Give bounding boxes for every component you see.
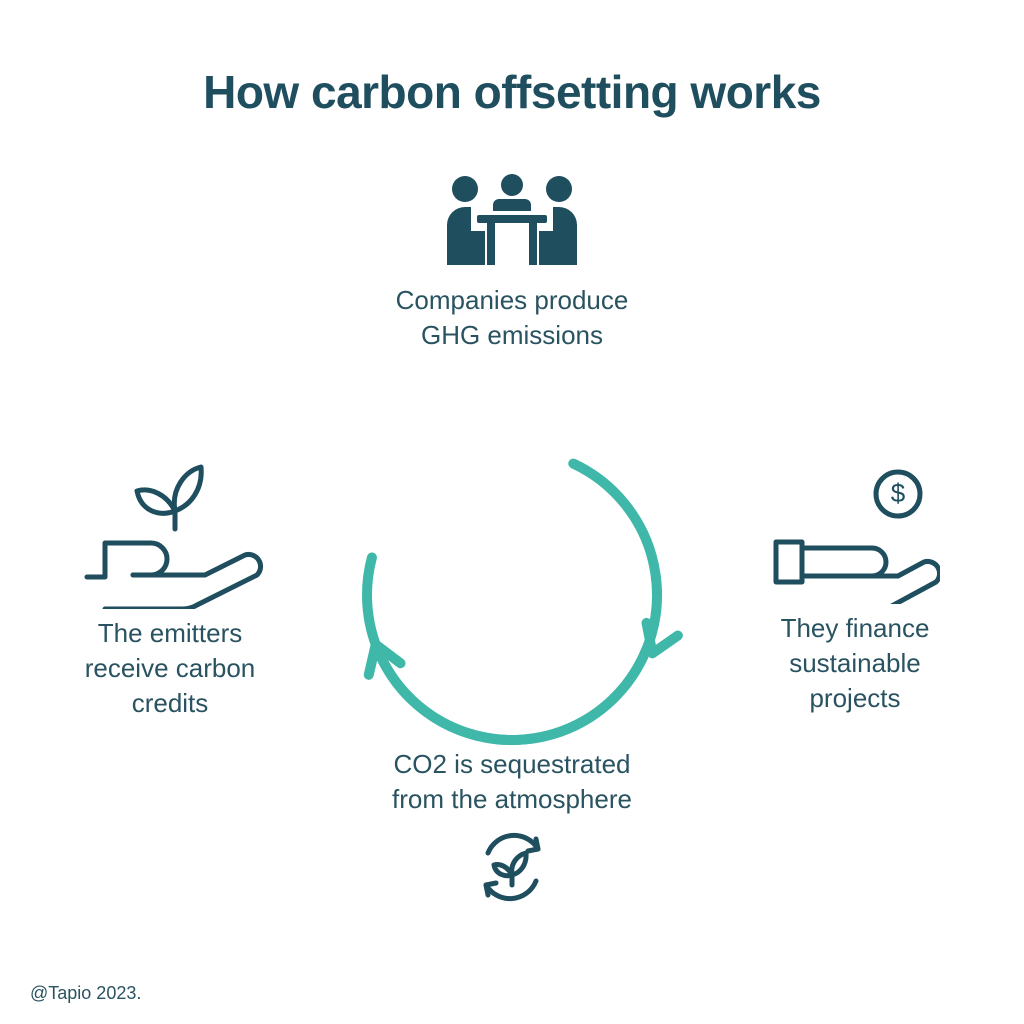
meeting-icon [427, 167, 597, 284]
cycle-node-label: Companies produce GHG emissions [352, 283, 672, 353]
page-title: How carbon offsetting works [0, 65, 1024, 119]
meeting-icon [427, 167, 597, 277]
cycle-node-right: $ They finance sustainable projects [725, 464, 985, 716]
cycle-node-label: CO2 is sequestrated from the atmosphere [332, 747, 692, 817]
plant-cycle-icon [472, 827, 552, 907]
hand-plant-icon [75, 459, 265, 616]
cycle-node-bottom: CO2 is sequestrated from the atmosphere [332, 747, 692, 914]
hand-plant-icon [75, 459, 265, 609]
cycle-diagram: Companies produce GHG emissions $ They f… [0, 150, 1024, 1024]
cycle-node-label: They finance sustainable projects [725, 611, 985, 716]
cycle-node-left: The emitters receive carbon credits [40, 459, 300, 721]
hand-dollar-icon: $ [770, 464, 940, 604]
cycle-node-label: The emitters receive carbon credits [40, 616, 300, 721]
hand-dollar-icon: $ [770, 464, 940, 611]
attribution: @Tapio 2023. [30, 983, 141, 1004]
plant-cycle-icon [472, 827, 552, 914]
svg-text:$: $ [891, 478, 906, 508]
cycle-node-top: Companies produce GHG emissions [352, 167, 672, 354]
cycle-arrows-icon [332, 415, 692, 775]
